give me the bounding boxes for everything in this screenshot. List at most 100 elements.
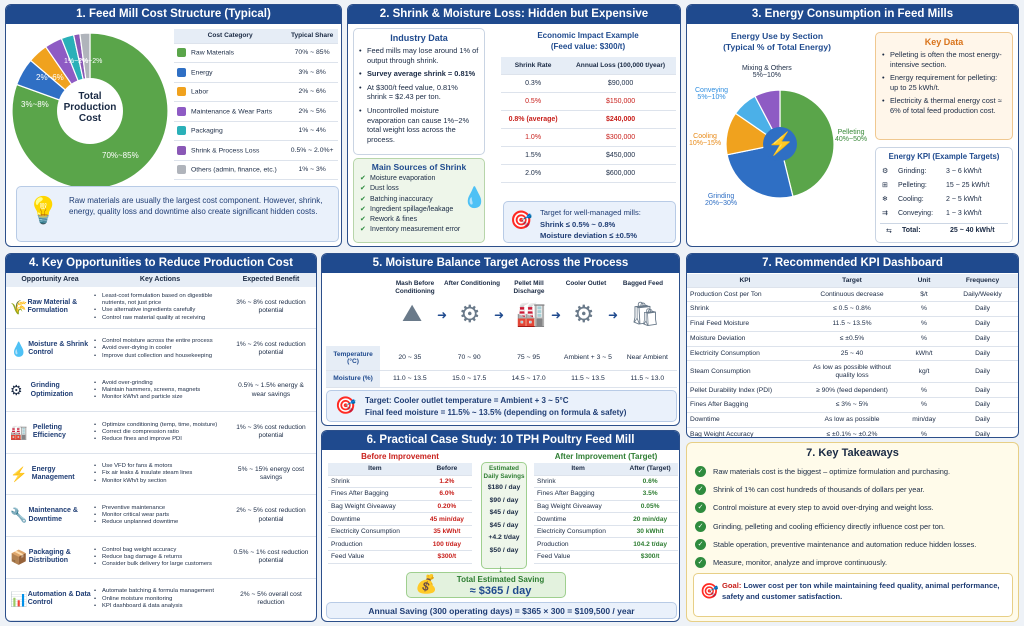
arrow-right-icon: ➜ — [494, 308, 505, 322]
check-icon: ✓ — [695, 557, 706, 569]
droplet-icon: 💧 — [462, 187, 487, 209]
cost-name: Packaging — [191, 127, 223, 135]
kpi-name: Downtime — [687, 412, 803, 428]
opp-action: Reduce fines and improve PDI — [94, 436, 226, 443]
kpi-row: ⊞ Pelleting: 15 ~ 25 kWh/t — [882, 178, 1006, 192]
after-item: Fines After Bagging — [534, 487, 623, 501]
pie-hole — [57, 78, 123, 144]
key-data-item: Pelleting is often the most energy-inten… — [882, 50, 1006, 69]
econ-loss: $90,000 — [565, 74, 676, 93]
color-swatch — [177, 165, 186, 175]
kpi-unit: % — [901, 397, 947, 414]
stage-value: 11.5 ~ 13.5 — [558, 370, 618, 388]
cost-row: Others (admin, finance, etc.) 1% ~ 3% — [174, 160, 338, 180]
opp-area: Grinding Optimization — [30, 382, 74, 398]
stage-value: 11.5 ~ 13.0 — [617, 370, 677, 388]
opp-action: Avoid over-drying in cooler — [94, 345, 226, 352]
opp-action: Correct die compression ratio — [94, 429, 226, 436]
after-row: Bag Weight Giveaway 0.05% — [534, 500, 678, 514]
kpi-table: KPI Target Unit Frequency Production Cost p… — [687, 274, 1018, 437]
key-data-item: Energy requirement for pelleting: up to … — [882, 73, 1006, 92]
cost-name: Labor — [191, 88, 209, 96]
color-swatch — [177, 106, 186, 116]
before-item: Downtime — [328, 512, 422, 526]
before-value: 1.2% — [421, 475, 472, 489]
col-actions: Key Actions — [139, 276, 181, 283]
cost-share: 1% ~ 3% — [286, 160, 338, 180]
opp-benefit: 1% ~ 2% cost reduction potential — [236, 340, 306, 357]
after-item: Shrink — [534, 475, 623, 489]
target-line-2: Moisture deviation ≤ ±0.5% — [540, 231, 637, 240]
energy-pie-title: Energy Use by Section — [730, 31, 824, 41]
target-icon: 🎯 — [335, 396, 357, 415]
kpi-value: 2 ~ 5 kWh/t — [946, 195, 982, 203]
kpi-target: ≤ 3% ~ 5% — [803, 397, 901, 414]
panel-cost-structure: 1. Feed Mill Cost Structure (Typical) To… — [5, 4, 342, 247]
opp-benefit: 2% ~ 5% overall cost reduction — [240, 590, 302, 607]
moisture-target-1: Target: Cooler outlet temperature = Ambi… — [365, 396, 569, 405]
opp-row: 📊Automation & Data ControlAutomate batch… — [6, 579, 316, 621]
kpi-unit: % — [901, 382, 947, 399]
cost-share: 1% ~ 4% — [286, 121, 338, 141]
econ-row: 1.5% $450,000 — [501, 146, 676, 165]
lbl-grind: Grinding 20%~30% — [705, 193, 737, 207]
arrow-down-icon: ↓ — [498, 564, 503, 575]
econ-loss: $150,000 — [565, 92, 676, 111]
color-swatch — [177, 67, 186, 77]
kpi-target: ≥ 90% (feed dependent) — [803, 382, 901, 399]
cost-name: Energy — [191, 69, 213, 77]
saving-value: +4.2 t/day — [488, 534, 520, 542]
econ-loss: $300,000 — [565, 128, 676, 147]
kpi-label: Conveying: — [898, 209, 934, 217]
stage-icon: 🏭 — [516, 301, 546, 328]
opp-action: Control bag weight accuracy — [94, 547, 226, 554]
panel-moisture: 5. Moisture Balance Target Across the Pr… — [321, 253, 680, 426]
after-row: Fines After Bagging 3.5% — [534, 487, 678, 501]
check-icon: ✓ — [695, 520, 706, 532]
after-item: Downtime — [534, 512, 623, 526]
kpi-name: Pellet Durability Index (PDI) — [687, 382, 803, 399]
econ-rate: 1.0% — [501, 128, 566, 147]
pie-label-maint: 1%~2% — [64, 58, 89, 65]
before-value: 45 min/day — [421, 512, 472, 526]
after-row: Electricity Consumption 30 kWh/t — [534, 525, 678, 539]
saving-value: $45 / day — [489, 509, 519, 517]
opp-benefit: 1% ~ 3% cost reduction potential — [236, 423, 306, 440]
before-item: Bag Weight Giveaway — [328, 500, 422, 514]
key-data-title: Key Data — [924, 37, 964, 47]
total-box: 💰 Total Estimated Saving ≈ $365 / day — [406, 572, 566, 598]
moisture-table: Temperature (°C) 20 ~ 35 70 ~ 90 75 ~ 95 Amb… — [326, 346, 677, 388]
kpi-table-row: Moisture Deviation ≤ ±0.5%% Daily — [687, 331, 1018, 347]
energy-pie-chart — [725, 89, 835, 199]
cost-share: 70% ~ 85% — [286, 43, 338, 63]
stage-value: 15.0 ~ 17.5 — [439, 370, 499, 388]
after-row: Feed Value $300/t — [534, 550, 678, 564]
after-row: Production 104.2 t/day — [534, 537, 678, 552]
goal-box: 🎯 Goal: Lower cost per ton while maintai… — [693, 573, 1013, 617]
lightbulb-icon: 💡 — [27, 195, 60, 225]
opp-action: Reduce unplanned downtime — [94, 519, 226, 526]
opp-row: 🏭Pelleting EfficiencyOptimize conditioni… — [6, 412, 316, 454]
kpi-target: As low as possible — [803, 412, 901, 428]
after-item: Bag Weight Giveaway — [534, 500, 623, 514]
kpi-value: 3 ~ 6 kWh/t — [946, 167, 982, 175]
target-line-1: Shrink ≤ 0.5% ~ 0.8% — [540, 220, 616, 229]
after-value: 0.6% — [622, 475, 678, 489]
cost-name: Maintenance & Wear Parts — [191, 108, 273, 116]
panel-title: 6. Practical Case Study: 10 TPH Poultry … — [322, 431, 679, 450]
econ-rate: 0.5% — [501, 92, 566, 111]
kpi-frequency: Daily — [947, 331, 1018, 347]
source-item: Batching inaccuracy — [360, 195, 478, 206]
color-swatch — [177, 145, 186, 155]
kpi-name: Production Cost per Ton — [687, 287, 803, 303]
opp-action: Online moisture monitoring — [94, 596, 226, 603]
opp-action: Optimize conditioning (temp, time, moist… — [94, 422, 226, 429]
industry-title: Industry Data — [390, 33, 448, 43]
opp-action: Improve dust collection and housekeeping — [94, 353, 226, 360]
panel-title: 1. Feed Mill Cost Structure (Typical) — [6, 5, 341, 24]
kpi-target: ≤ 0.5 ~ 0.8% — [803, 301, 901, 318]
econ-rate: 0.8% (average) — [501, 110, 566, 129]
before-item: Shrink — [328, 475, 422, 489]
opp-row: 📦Packaging & DistributionControl bag wei… — [6, 537, 316, 579]
opp-row: 🌾Raw Material & FormulationLeast-cost fo… — [6, 287, 316, 329]
